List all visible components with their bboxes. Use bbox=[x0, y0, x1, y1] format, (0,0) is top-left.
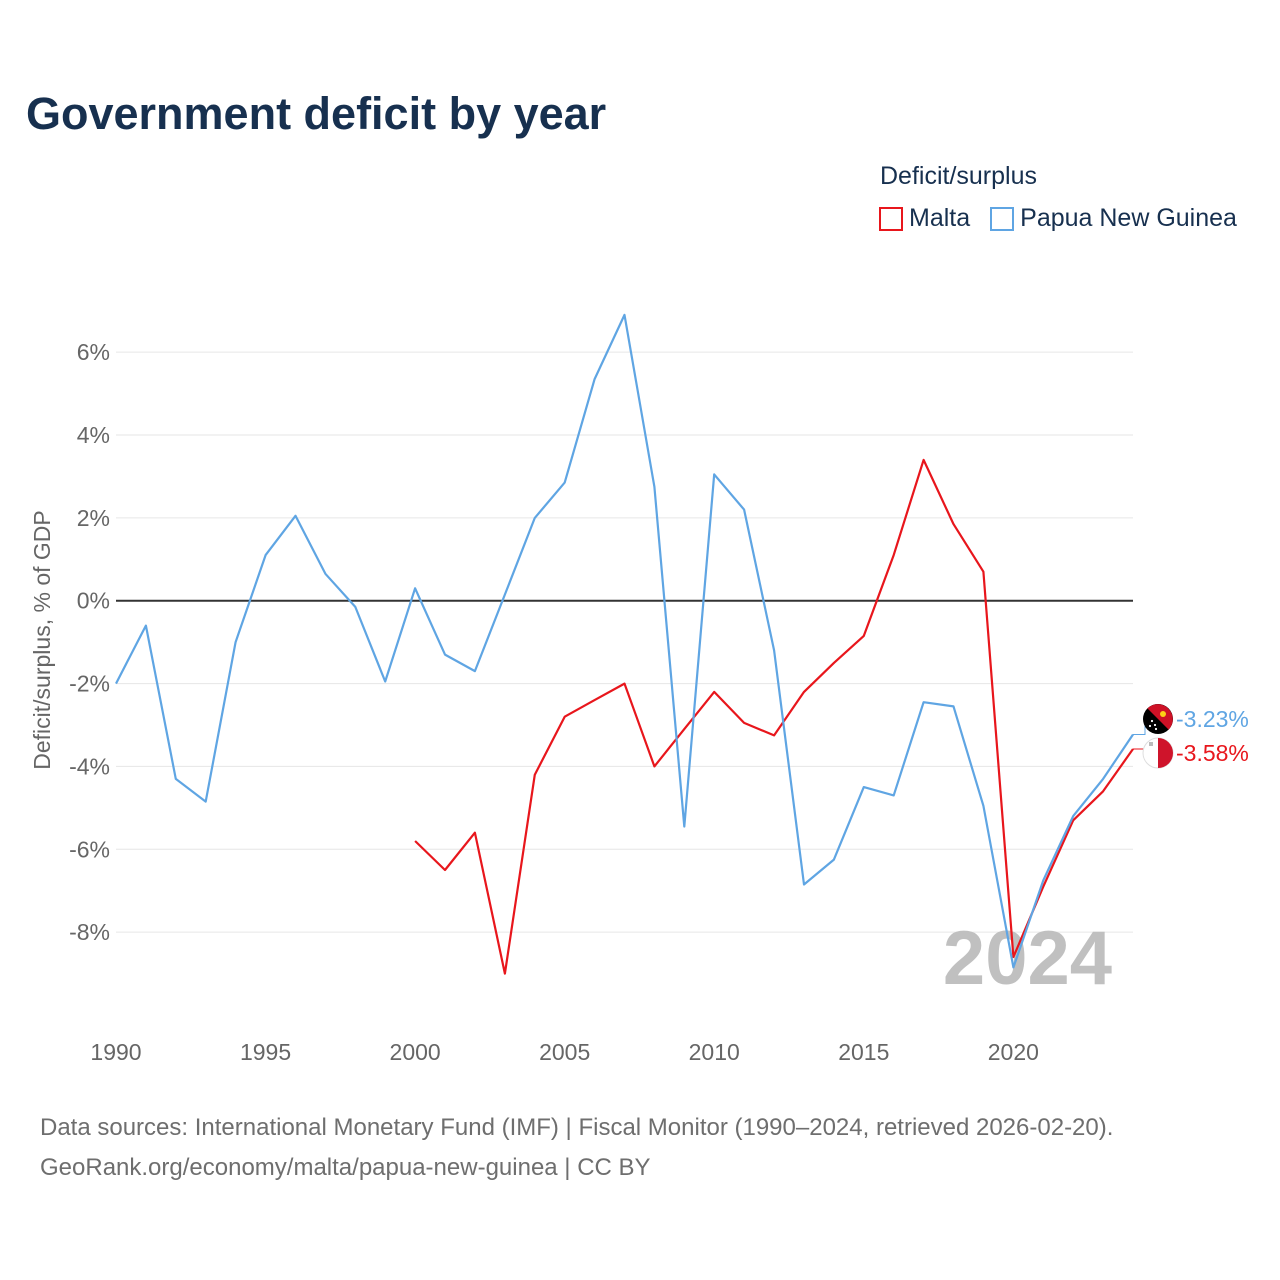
footer: Data sources: International Monetary Fun… bbox=[40, 1108, 1113, 1188]
source-note: Data sources: International Monetary Fun… bbox=[40, 1114, 1114, 1141]
y-tick-label: 0% bbox=[77, 588, 110, 614]
legend: Malta Papua New Guinea bbox=[879, 204, 1257, 233]
y-tick-label: -8% bbox=[69, 919, 110, 945]
y-axis-ticks: 6% 4% 2% 0% -2% -4% -6% -8% bbox=[69, 339, 110, 945]
malta-flag-red bbox=[1158, 738, 1173, 768]
end-labels: -3.58% -3.23% bbox=[1133, 704, 1249, 769]
x-tick-label: 2005 bbox=[539, 1039, 590, 1065]
y-tick-label: -4% bbox=[69, 753, 110, 779]
x-tick-label: 1995 bbox=[240, 1039, 291, 1065]
legend-swatch-papua-new-guinea bbox=[990, 206, 1015, 231]
series-lines bbox=[115, 313, 1134, 975]
legend-label-malta: Malta bbox=[909, 204, 971, 232]
x-axis-ticks: 1990 1995 2000 2005 2010 2015 2020 bbox=[90, 1039, 1039, 1065]
png-flag-star bbox=[1153, 723, 1157, 727]
end-label-papua-new-guinea: -3.23% bbox=[1176, 706, 1249, 732]
end-label-malta: -3.58% bbox=[1176, 740, 1249, 766]
legend-item-malta[interactable]: Malta bbox=[879, 204, 970, 233]
malta-flag-cross bbox=[1149, 742, 1153, 746]
y-axis-title: Deficit/surplus, % of GDP bbox=[29, 510, 55, 769]
legend-label-papua-new-guinea: Papua New Guinea bbox=[1020, 204, 1237, 232]
png-flag-red bbox=[1147, 704, 1173, 730]
legend-title: Deficit/surplus bbox=[880, 162, 1037, 190]
x-tick-label: 2010 bbox=[689, 1039, 740, 1065]
chart-title: Government deficit by year bbox=[26, 88, 607, 139]
y-tick-label: 2% bbox=[77, 505, 110, 531]
attribution: GeoRank.org/economy/malta/papua-new-guin… bbox=[40, 1154, 651, 1181]
x-tick-label: 2000 bbox=[390, 1039, 441, 1065]
png-flag-star bbox=[1148, 724, 1152, 728]
y-tick-label: 6% bbox=[77, 339, 110, 365]
png-flag-bird bbox=[1160, 711, 1166, 717]
y-tick-label: 4% bbox=[77, 422, 110, 448]
png-flag-star bbox=[1154, 727, 1158, 731]
y-tick-label: -6% bbox=[69, 836, 110, 862]
legend-swatch-malta bbox=[879, 206, 903, 231]
x-tick-label: 2015 bbox=[838, 1039, 889, 1065]
x-tick-label: 1990 bbox=[90, 1039, 141, 1065]
legend-item-papua-new-guinea[interactable]: Papua New Guinea bbox=[990, 204, 1237, 233]
series-line-papua-new-guinea bbox=[115, 313, 1134, 969]
series-line-malta bbox=[414, 458, 1134, 975]
x-tick-label: 2020 bbox=[988, 1039, 1039, 1065]
papua-new-guinea-flag-icon bbox=[1143, 704, 1173, 734]
line-chart: 6% 4% 2% 0% -2% -4% -6% -8% 1990 1995 2000 2005 201… bbox=[29, 313, 1249, 1065]
y-tick-label: -2% bbox=[69, 671, 110, 697]
year-watermark: 2024 bbox=[943, 916, 1112, 1001]
malta-flag-icon bbox=[1142, 737, 1174, 769]
png-flag-star bbox=[1150, 719, 1154, 723]
gridlines bbox=[116, 351, 1133, 933]
